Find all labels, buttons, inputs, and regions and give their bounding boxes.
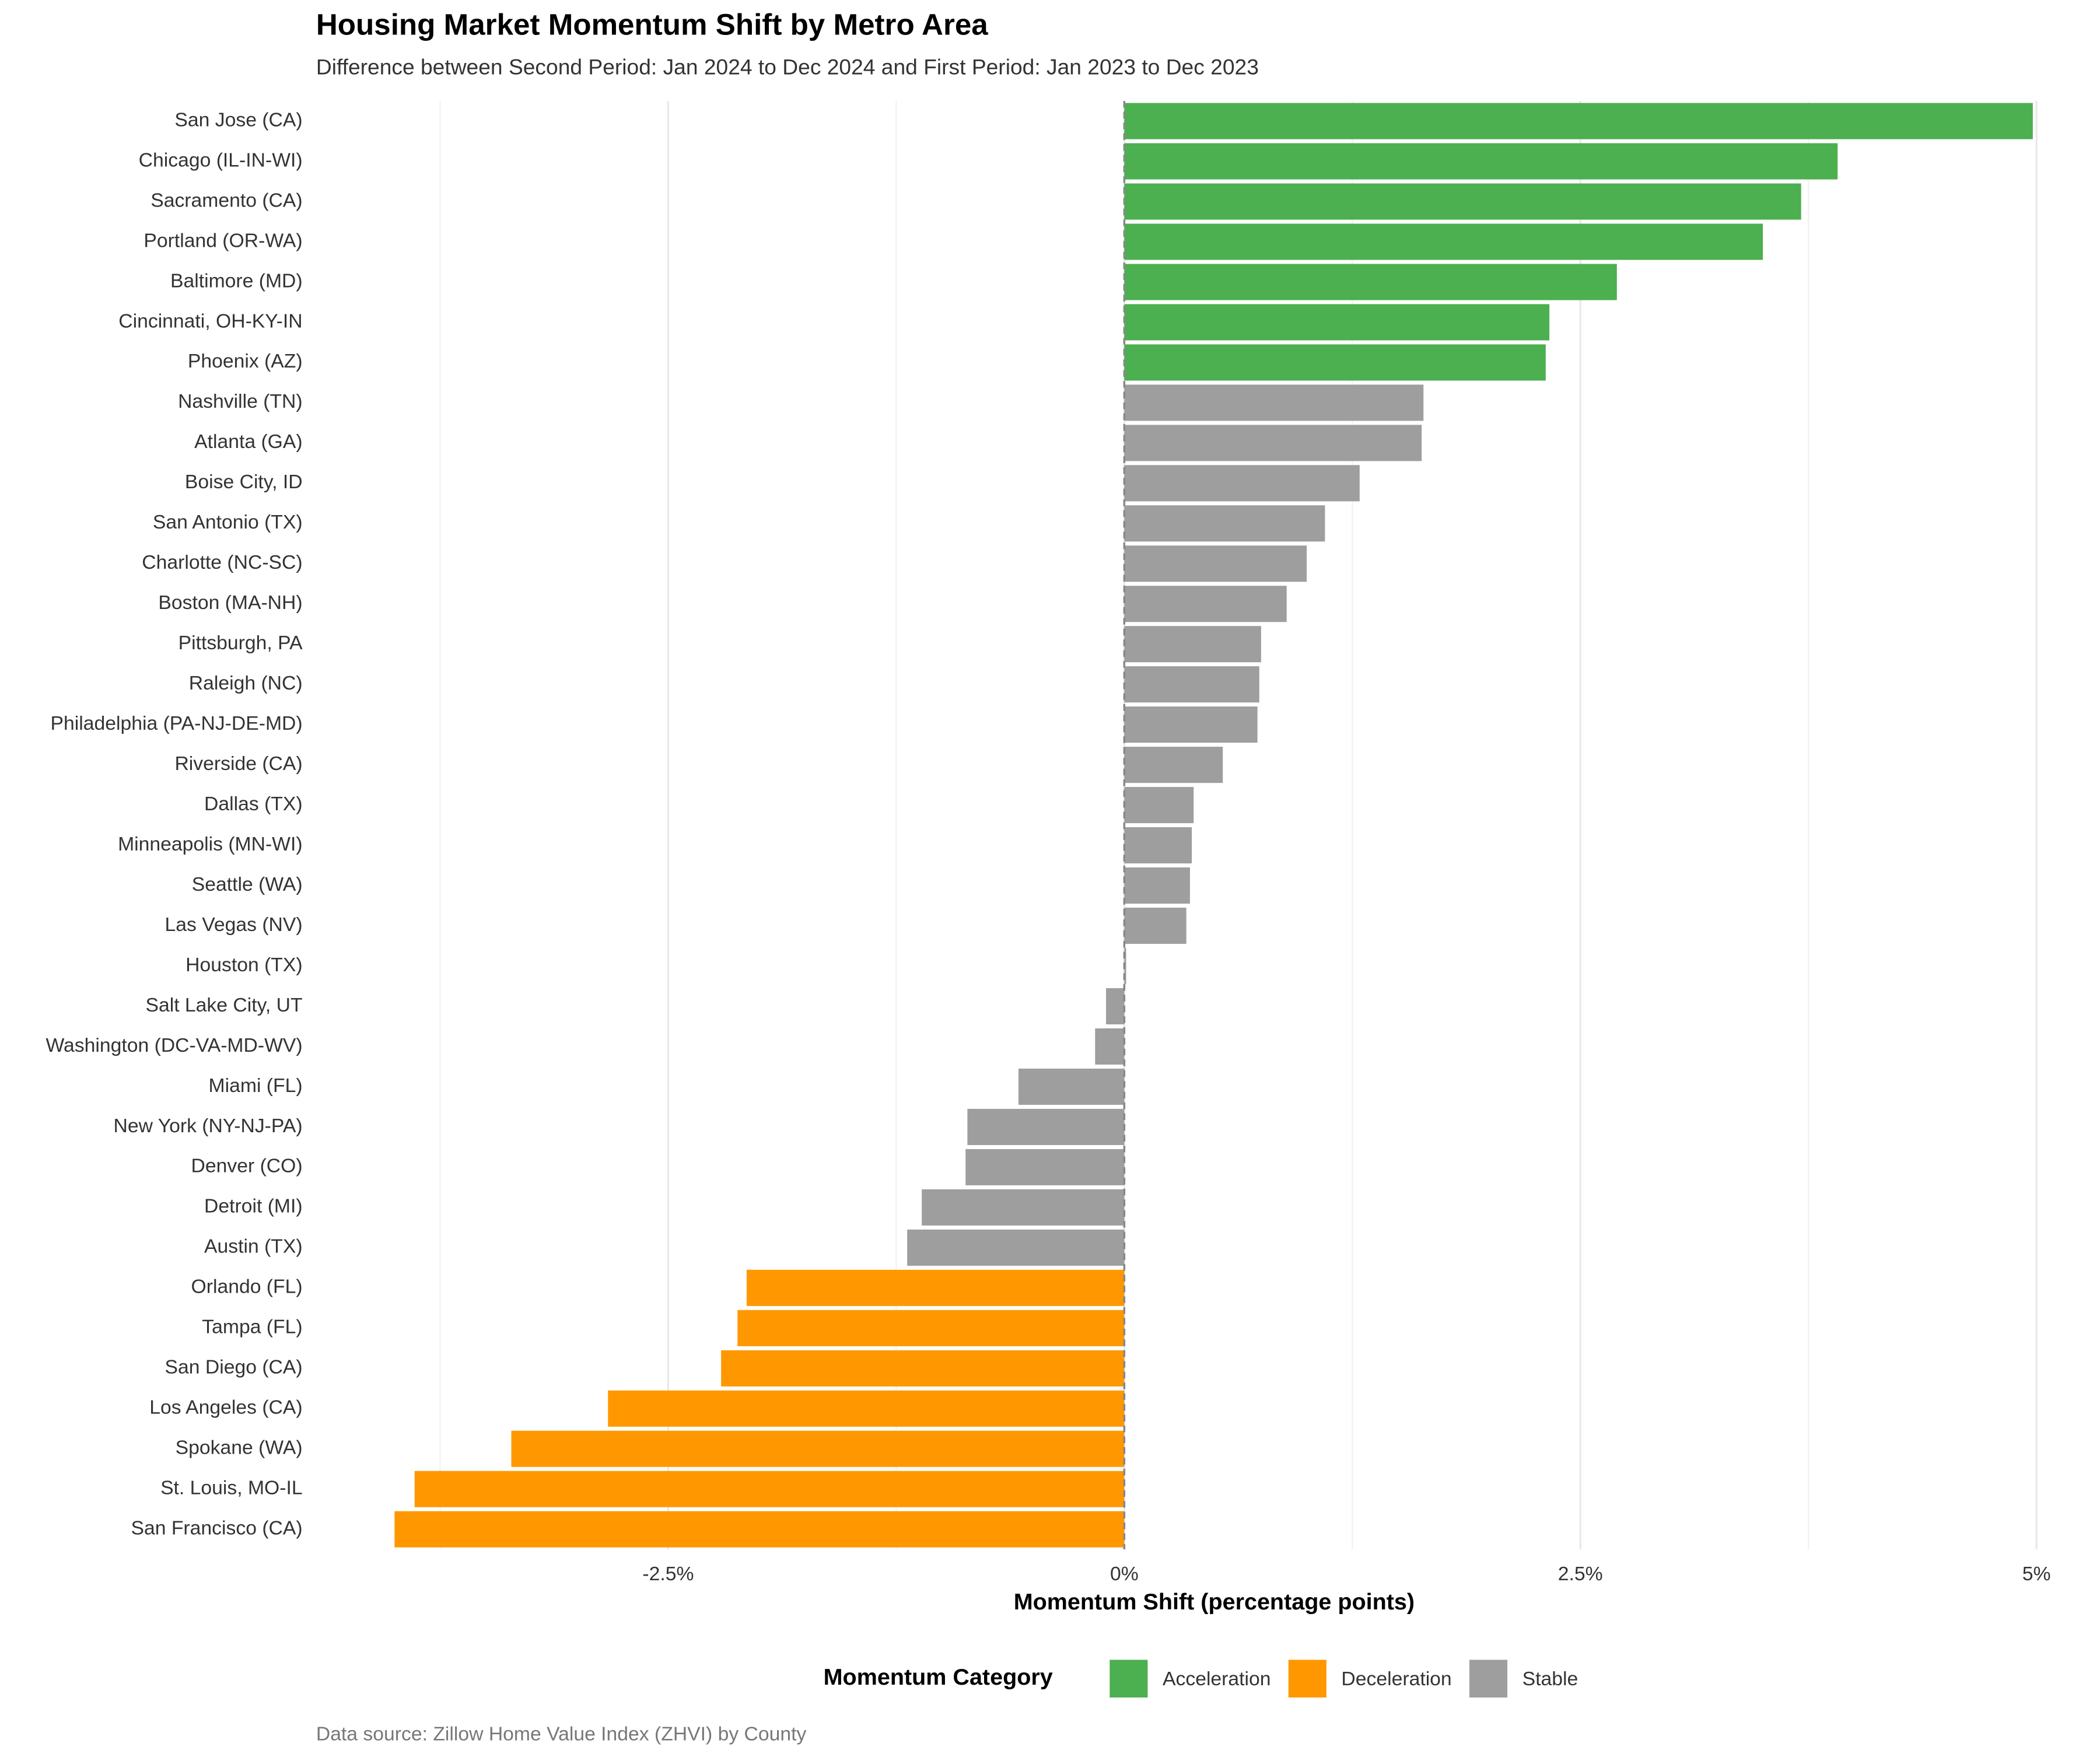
y-tick-label: Riverside (CA) bbox=[174, 753, 302, 775]
bar bbox=[1124, 827, 1192, 864]
legend-swatch bbox=[1288, 1660, 1326, 1698]
y-tick-label: Atlanta (GA) bbox=[194, 431, 302, 453]
x-tick-label: -2.5% bbox=[642, 1563, 694, 1585]
bar bbox=[1106, 988, 1125, 1025]
y-tick-label: Nashville (TN) bbox=[178, 391, 303, 412]
y-tick-label: Orlando (FL) bbox=[191, 1276, 303, 1298]
bar bbox=[1095, 1028, 1125, 1065]
bar bbox=[1124, 747, 1223, 783]
bar bbox=[1124, 384, 1424, 421]
y-tick-label: Salt Lake City, UT bbox=[145, 995, 302, 1016]
bar bbox=[1124, 425, 1422, 461]
bar bbox=[1124, 867, 1190, 904]
bar bbox=[922, 1189, 1125, 1226]
y-tick-label: Pittsburgh, PA bbox=[178, 632, 303, 654]
bar bbox=[1018, 1068, 1125, 1105]
bar bbox=[1124, 223, 1763, 260]
y-tick-label: Charlotte (NC-SC) bbox=[142, 552, 302, 573]
bar bbox=[1124, 103, 2033, 139]
bar bbox=[1124, 787, 1194, 824]
y-tick-label: Washington (DC-VA-MD-WV) bbox=[46, 1035, 302, 1056]
y-tick-label: Seattle (WA) bbox=[192, 874, 303, 895]
bar bbox=[1124, 344, 1546, 381]
bar bbox=[1124, 908, 1186, 944]
bar bbox=[414, 1471, 1125, 1507]
y-tick-label: Denver (CO) bbox=[191, 1156, 303, 1177]
legend-label: Acceleration bbox=[1163, 1668, 1270, 1690]
x-tick-label: 5% bbox=[2022, 1563, 2051, 1585]
y-tick-label: Philadelphia (PA-NJ-DE-MD) bbox=[51, 713, 303, 734]
chart-subtitle: Difference between Second Period: Jan 20… bbox=[316, 55, 1259, 79]
bar bbox=[746, 1269, 1125, 1306]
y-tick-label: Las Vegas (NV) bbox=[165, 914, 303, 936]
legend-swatch bbox=[1469, 1660, 1508, 1698]
y-tick-label: Cincinnati, OH-KY-IN bbox=[118, 310, 302, 332]
caption: Data source: Zillow Home Value Index (ZH… bbox=[316, 1724, 807, 1745]
y-tick-label: New York (NY-NJ-PA) bbox=[114, 1115, 303, 1137]
y-tick-label: Portland (OR-WA) bbox=[144, 230, 302, 251]
y-tick-label: St. Louis, MO-IL bbox=[160, 1478, 303, 1499]
y-tick-label: Raleigh (NC) bbox=[189, 673, 303, 694]
bar bbox=[1124, 143, 1838, 180]
y-tick-label: Austin (TX) bbox=[204, 1236, 303, 1258]
legend-label: Deceleration bbox=[1341, 1668, 1451, 1690]
y-tick-label: Houston (TX) bbox=[186, 954, 302, 976]
bar bbox=[907, 1229, 1125, 1266]
bar bbox=[965, 1149, 1125, 1185]
bar bbox=[394, 1511, 1125, 1548]
bar bbox=[1124, 545, 1307, 582]
bar bbox=[1124, 465, 1360, 502]
bar bbox=[1124, 626, 1261, 663]
x-tick-label: 0% bbox=[1110, 1563, 1139, 1585]
y-tick-label: San Antonio (TX) bbox=[153, 512, 303, 533]
bar bbox=[721, 1350, 1125, 1387]
legend-swatch bbox=[1110, 1660, 1148, 1698]
y-tick-label: San Francisco (CA) bbox=[131, 1518, 303, 1539]
y-tick-label: Dallas (TX) bbox=[204, 793, 303, 815]
bar bbox=[1124, 666, 1259, 703]
bar bbox=[1124, 304, 1550, 341]
bar bbox=[1124, 264, 1617, 300]
y-tick-label: Detroit (MI) bbox=[204, 1196, 303, 1217]
legend-label: Stable bbox=[1522, 1668, 1578, 1690]
bar bbox=[737, 1310, 1125, 1346]
y-tick-label: San Diego (CA) bbox=[165, 1357, 303, 1378]
y-tick-label: Phoenix (AZ) bbox=[188, 351, 303, 372]
bar bbox=[608, 1390, 1125, 1427]
y-tick-label: Baltimore (MD) bbox=[170, 270, 303, 292]
bar bbox=[967, 1108, 1125, 1145]
x-tick-label: 2.5% bbox=[1558, 1563, 1603, 1585]
y-tick-label: Boise City, ID bbox=[185, 471, 303, 493]
bar bbox=[1124, 586, 1287, 622]
y-tick-label: Los Angeles (CA) bbox=[149, 1397, 302, 1419]
chart-title: Housing Market Momentum Shift by Metro A… bbox=[316, 8, 989, 41]
y-tick-label: Minneapolis (MN-WI) bbox=[118, 834, 303, 855]
legend-title: Momentum Category bbox=[824, 1664, 1053, 1690]
y-tick-label: Tampa (FL) bbox=[202, 1317, 302, 1338]
y-tick-label: Boston (MA-NH) bbox=[158, 592, 302, 614]
y-tick-label: San Jose (CA) bbox=[174, 110, 302, 131]
y-tick-label: Sacramento (CA) bbox=[150, 190, 302, 211]
y-tick-label: Chicago (IL-IN-WI) bbox=[139, 149, 303, 171]
x-axis-title: Momentum Shift (percentage points) bbox=[1014, 1589, 1415, 1615]
bar bbox=[1124, 183, 1801, 220]
bar bbox=[1124, 505, 1325, 542]
y-tick-label: Miami (FL) bbox=[209, 1075, 303, 1097]
bar bbox=[511, 1430, 1125, 1467]
bar bbox=[1124, 706, 1258, 743]
y-tick-label: Spokane (WA) bbox=[176, 1437, 303, 1459]
